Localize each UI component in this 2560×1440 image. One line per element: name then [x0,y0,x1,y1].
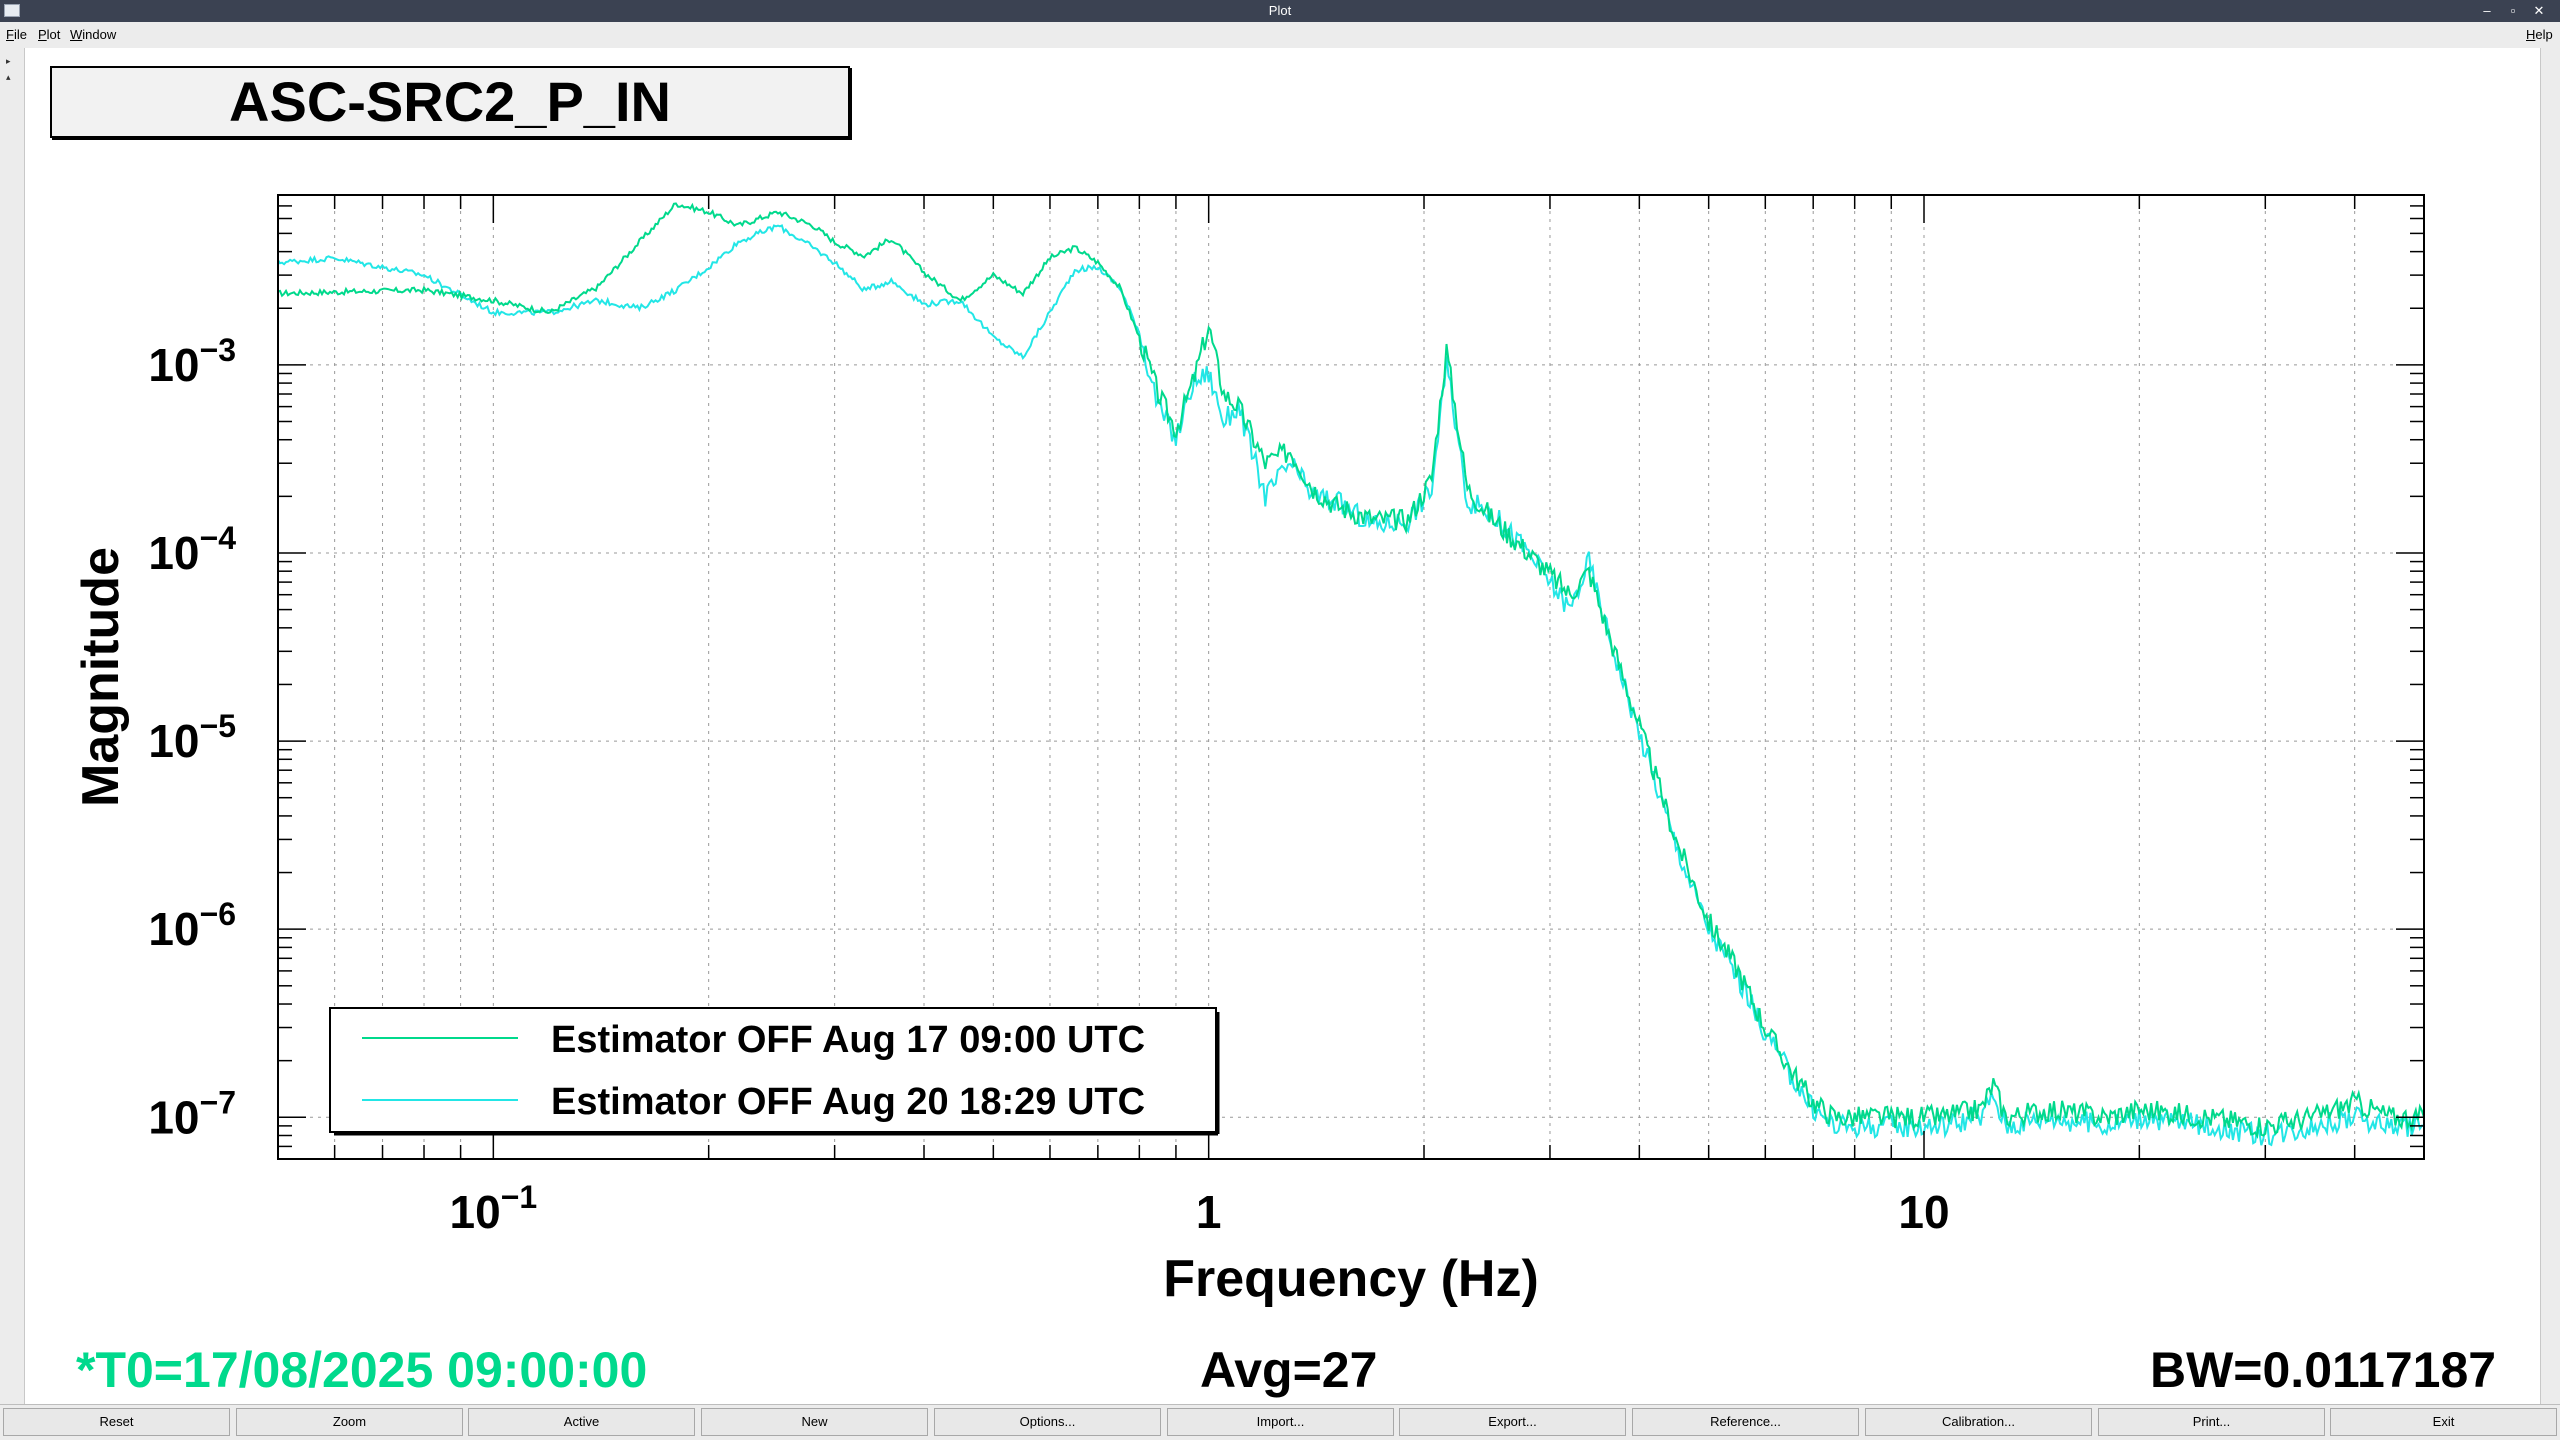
button-bar: Reset Zoom Active New Options... Import... Exp… [0,1404,2560,1440]
options-button[interactable]: Options... [934,1408,1161,1436]
x-tick-label: 1 [1196,1186,1222,1238]
reference-button[interactable]: Reference... [1632,1408,1859,1436]
spectrum-chart[interactable]: 10−1 1 10 10−3 10−4 10−5 10−6 10−7 Frequency (H… [0,0,2560,1340]
series-line-2 [277,224,2425,1147]
tick-label-layer: 10−1 1 10 10−3 10−4 10−5 10−6 10−7 [148,332,1949,1238]
y-tick-label: 10−3 [148,332,236,391]
y-tick-label: 10−7 [148,1084,236,1143]
series-line-1 [277,202,2425,1139]
tick-layer [277,194,2425,1160]
bw-label: BW=0.0117187 [2150,1342,2497,1398]
right-panel [2540,48,2560,1404]
y-tick-label: 10−4 [148,520,236,579]
y-tick-label: 10−5 [148,708,236,767]
plot-frame [277,194,2425,1160]
legend-label-1: Estimator OFF Aug 17 09:00 UTC [551,1019,1145,1061]
legend-box [329,1007,1217,1133]
y-axis-title: Magnitude [72,547,130,807]
menu-help[interactable]: Help [2526,27,2553,42]
menu-window[interactable]: Window [70,27,117,42]
x-tick-label: 10−1 [450,1179,538,1238]
new-button[interactable]: New [701,1408,928,1436]
collapse-arrow-icon[interactable]: ▴ [6,72,11,82]
active-button[interactable]: Active [468,1408,695,1436]
calibration-button[interactable]: Calibration... [1865,1408,2092,1436]
menu-bar: File Plot Window Help [0,22,2560,48]
reset-button[interactable]: Reset [3,1408,230,1436]
import-button[interactable]: Import... [1167,1408,1394,1436]
export-button[interactable]: Export... [1399,1408,1626,1436]
print-button[interactable]: Print... [2098,1408,2325,1436]
menu-file[interactable]: File [6,27,27,42]
exit-button[interactable]: Exit [2330,1408,2557,1436]
zoom-button[interactable]: Zoom [236,1408,463,1436]
expand-arrow-icon[interactable]: ▸ [6,56,11,66]
series-layer [277,202,2425,1147]
window-titlebar: Plot – ▫ ✕ [0,0,2560,22]
plot-title-box: ASC-SRC2_P_IN [50,66,850,138]
plot-title: ASC-SRC2_P_IN [229,70,671,133]
legend-label-2: Estimator OFF Aug 20 18:29 UTC [551,1081,1145,1123]
legend: Estimator OFF Aug 17 09:00 UTC Estimator … [329,1007,1220,1136]
close-icon[interactable]: ✕ [2533,3,2545,18]
minimize-icon[interactable]: – [2483,3,2491,18]
y-tick-label: 10−6 [148,896,236,955]
x-tick-label: 10 [1898,1186,1949,1238]
avg-label: Avg=27 [1200,1342,1378,1398]
window-title: Plot [1268,3,1292,18]
x-axis-title: Frequency (Hz) [1163,1250,1539,1308]
t0-label: *T0=17/08/2025 09:00:00 [76,1342,648,1398]
left-panel-toggle[interactable]: ▸ ▴ [0,48,25,1404]
app-icon [4,4,20,17]
menu-plot[interactable]: Plot [38,27,61,42]
maximize-icon[interactable]: ▫ [2510,3,2516,18]
